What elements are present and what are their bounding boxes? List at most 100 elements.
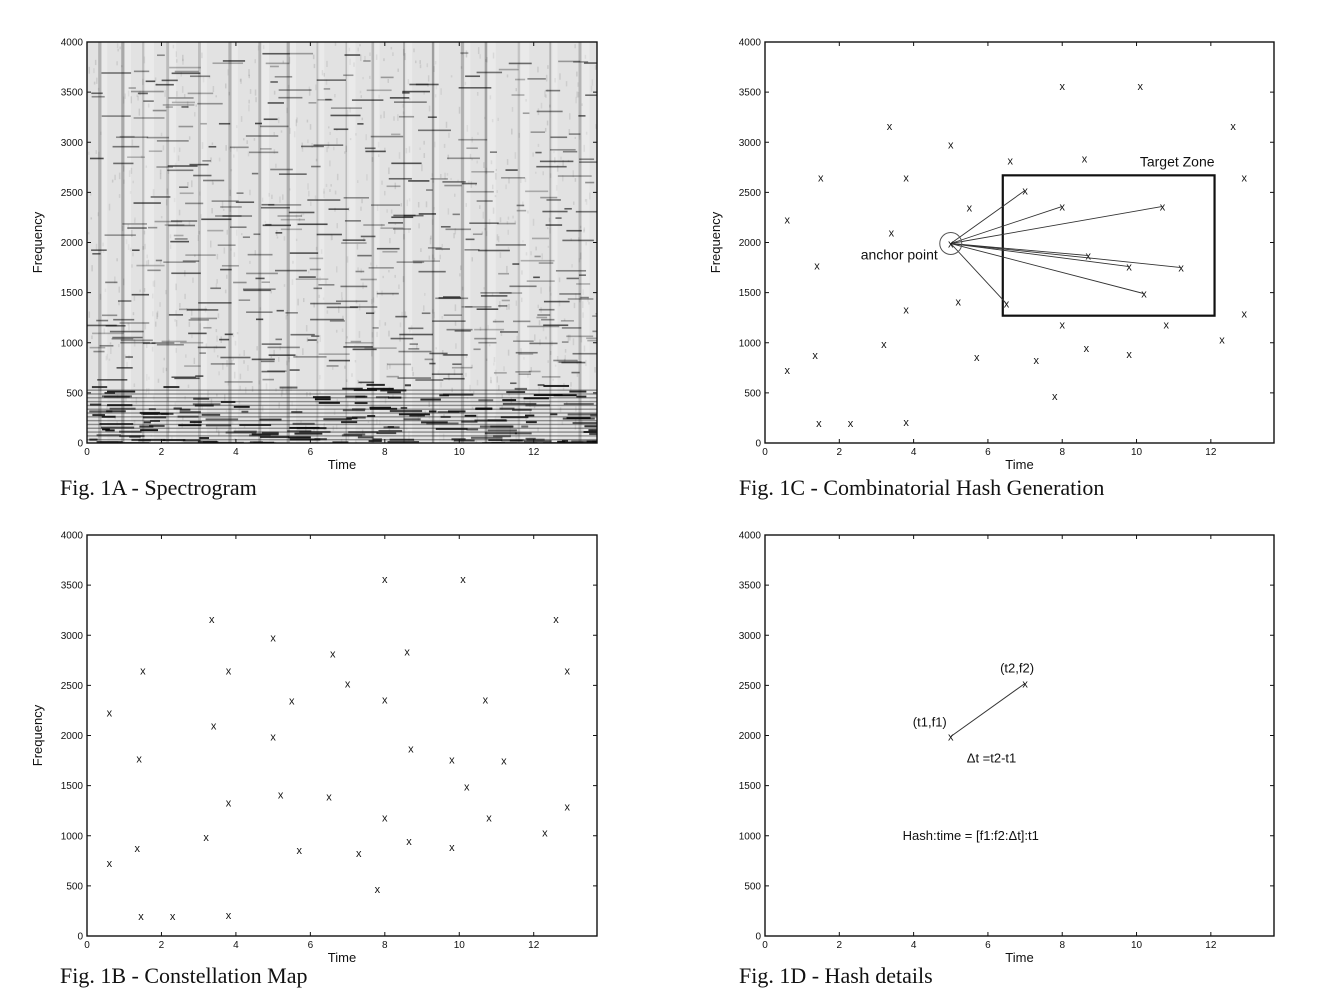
constellation-point: x (330, 648, 336, 660)
y-tick-label: 4000 (739, 531, 762, 542)
spectrogram-harmonic (265, 223, 272, 226)
spectrogram-texture (544, 90, 546, 97)
spectrogram-texture (125, 239, 128, 245)
figure-caption: Fig. 1D - Hash details (739, 963, 933, 988)
y-tick-label: 2000 (61, 731, 84, 742)
spectrogram-texture (117, 48, 119, 52)
spectrogram-texture (575, 96, 577, 104)
spectrogram-harmonic (89, 410, 113, 413)
spectrogram-harmonic (466, 190, 494, 193)
x-tick-label: 8 (1059, 940, 1065, 951)
spectrogram-texture (353, 62, 355, 67)
spectrogram-harmonic (472, 233, 483, 236)
spectrogram-texture (254, 250, 257, 256)
spectrogram-harmonic (188, 332, 207, 335)
x-tick-label: 6 (308, 447, 314, 458)
spectrogram-texture (404, 53, 406, 61)
spectrogram-texture (276, 236, 279, 239)
spectrogram-texture (444, 172, 446, 180)
spectrogram-texture (393, 116, 395, 121)
spectrogram-texture (572, 338, 575, 346)
spectrogram-texture (563, 318, 566, 322)
spectrogram-texture (552, 378, 554, 381)
spectrogram-texture (518, 132, 521, 138)
spectrogram-harmonic (101, 415, 116, 418)
spectrogram-harmonic (550, 413, 558, 416)
spectrogram-harmonic (351, 99, 384, 101)
spectrogram-texture (261, 405, 264, 412)
spectrogram-harmonic (274, 75, 293, 78)
spectrogram-harmonic (91, 249, 107, 251)
spectrogram-texture (306, 337, 309, 343)
spectrogram-harmonic (561, 439, 569, 442)
spectrogram-texture (544, 127, 547, 132)
spectrogram-texture (491, 292, 494, 297)
spectrogram-texture (329, 131, 331, 135)
spectrogram-texture (497, 236, 500, 243)
spectrogram-harmonic (185, 254, 216, 256)
spectrogram-texture (554, 78, 556, 83)
spectrogram-texture (127, 90, 130, 97)
spectrogram-harmonic (89, 157, 104, 160)
spectrogram-texture (392, 394, 394, 399)
spectrogram-texture (330, 184, 332, 187)
spectrogram-texture (305, 325, 308, 332)
plot-frame (764, 41, 1275, 444)
constellation-point: x (382, 574, 388, 586)
spectrogram-harmonic (561, 341, 569, 343)
spectrogram-texture (477, 47, 480, 55)
spectrogram-harmonic (169, 66, 201, 69)
spectrogram-harmonic (310, 302, 341, 305)
spectrogram-texture (335, 424, 338, 430)
spectrogram-harmonic (454, 330, 471, 332)
spectrogram-texture (211, 142, 214, 145)
spectrogram-texture (316, 341, 319, 344)
spectrogram-texture (483, 162, 485, 168)
spectrogram-texture (512, 215, 514, 219)
spectrogram-harmonic (104, 234, 136, 236)
spectrogram-texture (102, 242, 104, 247)
spectrogram-harmonic (222, 215, 253, 217)
constellation-point: x (785, 365, 791, 377)
spectrogram-texture (380, 223, 383, 228)
spectrogram-texture (583, 227, 586, 232)
spectrogram-texture (88, 66, 91, 74)
spectrogram-harmonic (550, 148, 576, 151)
spectrogram-harmonic (535, 151, 542, 154)
spectrogram-texture (505, 184, 507, 190)
spectrogram-texture (330, 233, 333, 241)
spectrogram-harmonic (358, 381, 374, 384)
spectrogram-texture (433, 66, 435, 73)
spectrogram-texture (573, 302, 576, 309)
spectrogram-texture (514, 152, 517, 159)
spectrogram-texture (408, 435, 410, 442)
spectrogram-harmonic (402, 90, 430, 93)
spectrogram-texture (248, 69, 250, 77)
spectrogram-texture (398, 284, 400, 289)
spectrogram-texture (521, 201, 524, 207)
spectrogram-texture (300, 213, 303, 217)
spectrogram-harmonic (161, 79, 178, 82)
constellation-point: x (1004, 299, 1010, 311)
spectrogram-texture (160, 216, 163, 219)
spectrogram-texture (578, 237, 580, 242)
spectrogram-texture (564, 355, 567, 361)
spectrogram-harmonic (518, 353, 534, 355)
spectrogram-texture (540, 307, 542, 313)
hash-pair-line (950, 190, 1026, 244)
spectrogram-texture (134, 217, 136, 221)
figure-caption: Fig. 1A - Spectrogram (60, 475, 257, 500)
spectrogram-texture (103, 328, 106, 334)
spectrogram-harmonic (367, 415, 376, 418)
spectrogram-texture (423, 140, 425, 145)
spectrogram-texture (182, 54, 184, 62)
spectrogram-texture (108, 358, 111, 361)
spectrogram-texture (388, 427, 391, 432)
spectrogram-harmonic (538, 308, 555, 311)
hash-formula-label: Hash:time = [f1:f2:Δt]:t1 (903, 828, 1039, 843)
spectrogram-harmonic (203, 179, 225, 182)
spectrogram-texture (239, 385, 241, 391)
spectrogram-texture (341, 328, 344, 333)
spectrogram-texture (496, 190, 498, 193)
spectrogram-harmonic (566, 335, 594, 338)
